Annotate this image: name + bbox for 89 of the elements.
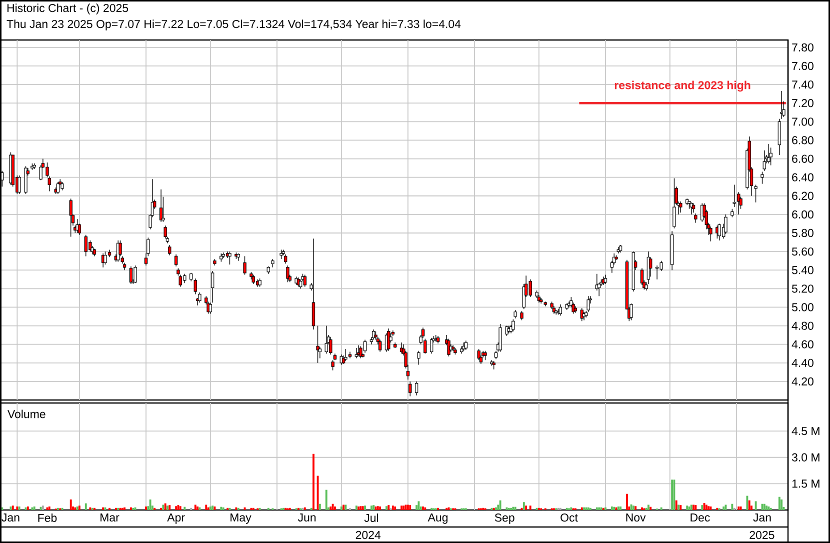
candlestick [477, 348, 480, 360]
candlestick [732, 184, 736, 208]
candlestick [408, 381, 412, 397]
x-tick-label: May [230, 514, 252, 524]
candlestick [778, 118, 782, 156]
x-tick-label: Aug [428, 514, 448, 524]
y-tick-label: 7.20 [792, 99, 814, 108]
candlestick [649, 256, 652, 277]
candlestick [104, 251, 107, 265]
y-tick-label: 7.00 [792, 118, 814, 126]
candlestick [164, 225, 167, 239]
candlestick [168, 244, 172, 256]
candlestick [709, 226, 712, 242]
candlestick [198, 292, 202, 303]
y-tick-label: 3.0 M [792, 453, 820, 462]
y-tick-label: 7.80 [792, 43, 814, 52]
candlestick [512, 318, 515, 332]
candlestick [344, 348, 348, 362]
candlestick [672, 178, 676, 229]
candlestick [417, 350, 420, 366]
x-tick-label: Jan [2, 514, 20, 522]
x-tick-label: Mar [100, 514, 120, 522]
y-tick-label: 7.40 [792, 80, 814, 89]
candlestick [69, 198, 72, 238]
y-tick-label: 4.60 [792, 340, 814, 348]
y-tick-label: 6.60 [792, 154, 814, 163]
chart-title: Historic Chart - (c) 2025 [7, 4, 128, 14]
candlestick [498, 324, 502, 352]
candlestick [243, 256, 246, 276]
candlestick [378, 339, 382, 352]
x-tick-label: Apr [167, 514, 185, 524]
y-tick-label: 5.60 [792, 247, 814, 256]
candlestick [694, 213, 698, 224]
candlestick [414, 381, 418, 396]
candlestick [528, 279, 532, 298]
candlestick [718, 223, 721, 241]
y-tick-label: 6.00 [792, 210, 814, 219]
x-tick-label: Dec [690, 514, 710, 522]
chart-title: Volume [8, 410, 46, 418]
y-tick-label: 4.20 [792, 377, 814, 386]
y-tick-label: 5.40 [792, 266, 814, 274]
y-tick-label: 5.20 [792, 284, 814, 293]
ref-line-label: resistance and 2023 high [614, 80, 750, 92]
chart-subtitle: Thu Jan 23 2025 Op=7.07 Hi=7.22 Lo=7.05 Cl=7.1324 Vol=174,534 Year hi=7.33 lo=4.04 [6, 20, 461, 30]
candlestick [754, 184, 758, 203]
x-tick-label: Feb [38, 514, 57, 522]
y-tick-label: 1.5 M [792, 480, 820, 488]
candlestick [208, 302, 212, 314]
candlestick [210, 270, 214, 303]
candlestick [387, 328, 390, 352]
y-tick-label: 4.80 [792, 322, 814, 330]
candlestick [363, 339, 367, 354]
candlestick [520, 310, 524, 321]
y-tick-label: 5.80 [792, 228, 814, 238]
y-tick-label: 6.40 [792, 173, 814, 182]
candlestick [769, 147, 772, 166]
candlestick [284, 254, 288, 264]
candlestick [252, 274, 255, 284]
y-tick-label: 4.5 M [792, 427, 820, 436]
candlestick [679, 201, 682, 213]
y-tick-label: 6.20 [792, 192, 814, 200]
candlestick [692, 202, 696, 213]
x-tick-label: Jul [364, 514, 378, 522]
x-tick-label: Nov [626, 514, 646, 522]
candlestick [18, 175, 21, 194]
y-tick-label: 4.40 [792, 358, 814, 367]
candlestick [316, 325, 320, 364]
candlestick [88, 240, 92, 252]
candlestick [640, 268, 644, 286]
y-tick-label: 5.00 [792, 303, 814, 312]
candlestick [660, 260, 663, 272]
candlestick [331, 360, 334, 371]
x-tick-label: Jun [298, 514, 316, 522]
text: 2024 [356, 530, 381, 540]
candlestick [655, 265, 659, 280]
candlestick [760, 171, 764, 184]
candlestick [194, 278, 197, 295]
candlestick [159, 189, 163, 222]
candlestick [78, 223, 82, 236]
x-tick-label: Sep [494, 514, 514, 524]
candlestick [724, 214, 728, 234]
text: 2025 [750, 530, 774, 540]
x-tick-label: Oct [560, 514, 578, 522]
candlestick [430, 337, 434, 354]
y-tick-label: 7.60 [792, 62, 814, 70]
candlestick [174, 254, 178, 267]
x-tick-label: Jan [753, 514, 771, 522]
y-tick-label: 6.80 [792, 136, 814, 144]
candlestick [329, 336, 332, 355]
